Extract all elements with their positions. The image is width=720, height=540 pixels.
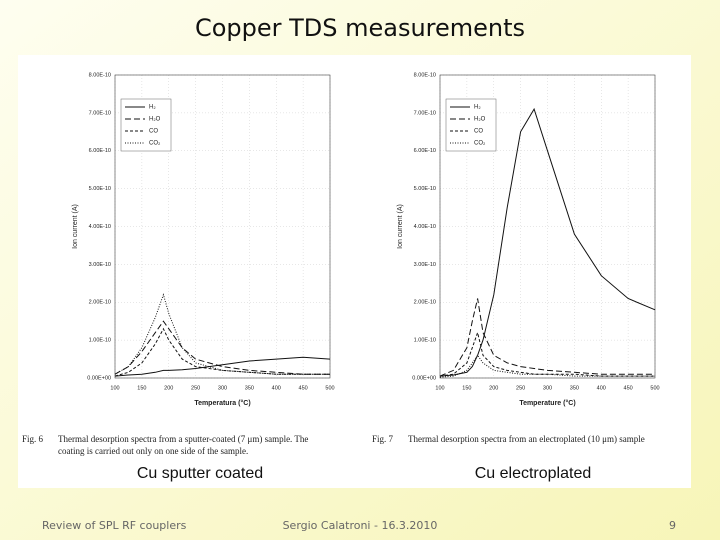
y-tick-label: 1.00E-10: [414, 338, 436, 344]
legend-label: CO₂: [149, 141, 161, 147]
legend-label: CO₂: [474, 141, 486, 147]
x-tick-label: 100: [110, 385, 119, 391]
x-tick-label: 300: [543, 385, 552, 391]
y-tick-label: 7.00E-10: [89, 110, 111, 116]
x-tick-label: 300: [218, 385, 227, 391]
x-tick-label: 400: [272, 385, 281, 391]
data-line: [439, 354, 655, 378]
x-tick-label: 150: [137, 385, 146, 391]
data-line: [439, 330, 655, 377]
x-tick-label: 450: [624, 385, 633, 391]
chart-label: Cu electroplated: [475, 465, 592, 482]
legend-label: H₂: [149, 105, 156, 111]
legend-box: [445, 98, 497, 152]
y-tick-label: 3.00E-10: [89, 262, 111, 268]
y-tick-label: 0.00E+00: [412, 375, 436, 381]
legend-label: H₂: [474, 105, 481, 111]
y-tick-label: 5.00E-10: [414, 186, 436, 192]
x-tick-label: 400: [597, 385, 606, 391]
y-tick-label: 5.00E-10: [89, 186, 111, 192]
y-axis-label: Ion current (A): [72, 204, 79, 249]
figure-caption: Fig. 7: [372, 434, 394, 444]
figure-caption: coating is carried out only on one side …: [58, 446, 248, 456]
y-tick-label: 3.00E-10: [414, 262, 436, 268]
legend-label: H₂O: [474, 117, 486, 123]
y-tick-label: 2.00E-10: [414, 300, 436, 306]
legend-label: H₂O: [149, 117, 161, 123]
x-tick-label: 200: [164, 385, 173, 391]
footer-left: Review of SPL RF couplers: [42, 519, 187, 532]
x-tick-label: 450: [299, 385, 308, 391]
figure-caption: Thermal desorption spectra from a sputte…: [58, 434, 308, 444]
x-tick-label: 500: [650, 385, 659, 391]
y-tick-label: 7.00E-10: [414, 110, 436, 116]
x-tick-label: 150: [462, 385, 471, 391]
legend-label: CO: [474, 129, 483, 135]
data-line: [439, 298, 655, 377]
slide-title: Copper TDS measurements: [195, 14, 525, 42]
x-tick-label: 500: [325, 385, 334, 391]
chart-label: Cu sputter coated: [137, 465, 263, 482]
x-tick-label: 200: [489, 385, 498, 391]
data-line: [114, 356, 331, 377]
x-axis-label: Temperature (°C): [519, 399, 575, 407]
x-tick-label: 350: [570, 385, 579, 391]
figure-caption: Fig. 6: [22, 434, 44, 444]
plot-frame: [114, 74, 331, 379]
x-axis-label: Temperatura (°C): [194, 399, 250, 407]
data-line: [114, 327, 330, 377]
plot-frame: [439, 74, 656, 379]
y-tick-label: 6.00E-10: [89, 148, 111, 154]
y-tick-label: 0.00E+00: [87, 375, 111, 381]
legend-label: CO: [149, 129, 158, 135]
data-line: [439, 107, 656, 377]
y-tick-label: 8.00E-10: [414, 72, 436, 78]
y-tick-label: 4.00E-10: [414, 224, 436, 230]
x-tick-label: 250: [191, 385, 200, 391]
y-axis-label: Ion current (A): [397, 204, 404, 249]
y-tick-label: 2.00E-10: [89, 300, 111, 306]
y-tick-label: 6.00E-10: [414, 148, 436, 154]
legend-box: [120, 98, 172, 152]
y-tick-label: 1.00E-10: [89, 338, 111, 344]
footer-center: Sergio Calatroni - 16.3.2010: [283, 519, 438, 532]
y-tick-label: 4.00E-10: [89, 224, 111, 230]
y-tick-label: 8.00E-10: [89, 72, 111, 78]
page-number: 9: [669, 519, 676, 532]
x-tick-label: 350: [245, 385, 254, 391]
x-tick-label: 250: [516, 385, 525, 391]
scan-area: [18, 55, 691, 488]
x-tick-label: 100: [435, 385, 444, 391]
figure-caption: Thermal desorption spectra from an elect…: [408, 434, 645, 444]
